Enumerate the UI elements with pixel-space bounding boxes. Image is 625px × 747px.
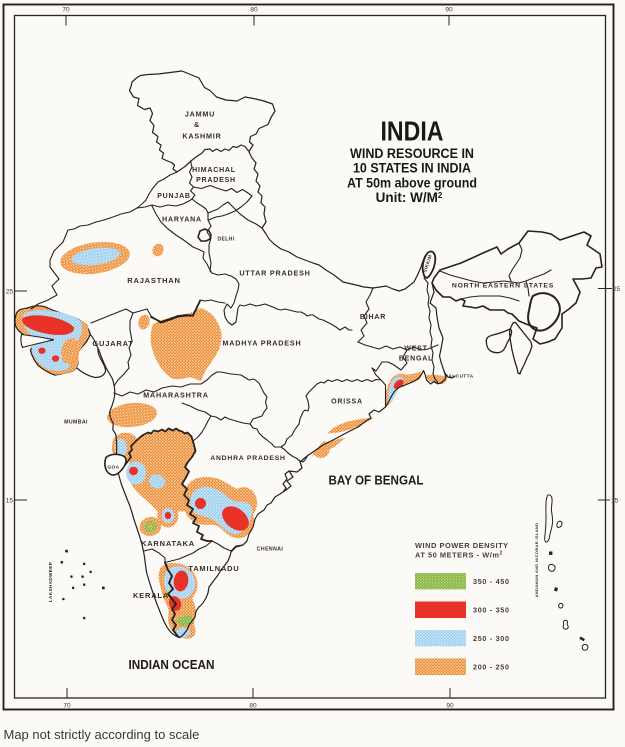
svg-text:Map not strictly according to: Map not strictly according to scale bbox=[4, 727, 200, 742]
svg-text:350 - 450: 350 - 450 bbox=[473, 577, 510, 586]
svg-text:MAHARASHTRA: MAHARASHTRA bbox=[143, 391, 209, 400]
svg-text:70: 70 bbox=[62, 7, 70, 14]
svg-text:70: 70 bbox=[63, 703, 71, 710]
svg-text:KERALA: KERALA bbox=[133, 591, 169, 600]
svg-text:MUMBAI: MUMBAI bbox=[64, 420, 88, 426]
svg-text:&: & bbox=[194, 120, 200, 129]
svg-text:25: 25 bbox=[6, 289, 14, 296]
svg-text:JAMMU: JAMMU bbox=[185, 110, 215, 119]
svg-text:90: 90 bbox=[445, 7, 453, 14]
svg-text:BAY OF BENGAL: BAY OF BENGAL bbox=[329, 473, 424, 488]
svg-text:WIND POWER DENSITY: WIND POWER DENSITY bbox=[415, 541, 509, 550]
svg-text:KARNATAKA: KARNATAKA bbox=[141, 539, 195, 548]
svg-text:AT 50 METERS - W/m2: AT 50 METERS - W/m2 bbox=[415, 551, 503, 560]
svg-text:HIMACHAL: HIMACHAL bbox=[192, 167, 236, 174]
svg-text:PUNJAB: PUNJAB bbox=[157, 193, 191, 200]
svg-text:LAKSHADWEEP: LAKSHADWEEP bbox=[48, 562, 53, 602]
svg-text:15: 15 bbox=[611, 498, 619, 505]
svg-text:KASHMIR: KASHMIR bbox=[182, 132, 221, 141]
svg-text:25: 25 bbox=[613, 286, 621, 293]
svg-text:PRADESH: PRADESH bbox=[196, 177, 236, 184]
svg-text:INDIAN OCEAN: INDIAN OCEAN bbox=[129, 657, 215, 672]
svg-text:ANDAMAN AND NICOBAR ISLAND: ANDAMAN AND NICOBAR ISLAND bbox=[534, 523, 539, 598]
svg-text:HARYANA: HARYANA bbox=[162, 217, 202, 224]
svg-text:CALCUTTA: CALCUTTA bbox=[445, 374, 474, 380]
svg-text:MADHYA PRADESH: MADHYA PRADESH bbox=[223, 339, 302, 348]
svg-text:80: 80 bbox=[250, 7, 258, 14]
svg-text:ORISSA: ORISSA bbox=[331, 399, 363, 406]
svg-text:WIND RESOURCE IN: WIND RESOURCE IN bbox=[350, 146, 474, 161]
svg-text:Unit: W/M2: Unit: W/M2 bbox=[376, 190, 443, 205]
svg-text:300 - 350: 300 - 350 bbox=[473, 606, 510, 615]
svg-text:80: 80 bbox=[249, 703, 257, 710]
svg-text:DELHI: DELHI bbox=[218, 237, 235, 243]
svg-text:CHENNAI: CHENNAI bbox=[257, 547, 284, 553]
svg-text:250 - 300: 250 - 300 bbox=[473, 634, 510, 643]
svg-text:GUJARAT: GUJARAT bbox=[92, 339, 133, 348]
svg-text:BIHAR: BIHAR bbox=[360, 314, 386, 321]
svg-text:RAJASTHAN: RAJASTHAN bbox=[127, 276, 180, 285]
svg-text:INDIA: INDIA bbox=[381, 116, 444, 147]
svg-text:15: 15 bbox=[6, 498, 14, 505]
svg-text:SIKKIM: SIKKIM bbox=[422, 254, 432, 273]
svg-text:NORTH EASTERN STATES: NORTH EASTERN STATES bbox=[452, 283, 554, 290]
svg-text:90: 90 bbox=[446, 703, 454, 710]
svg-text:TAMILNADU: TAMILNADU bbox=[188, 564, 239, 573]
svg-text:200 - 250: 200 - 250 bbox=[473, 663, 510, 672]
svg-text:GOA: GOA bbox=[107, 465, 119, 471]
svg-text:BENGAL: BENGAL bbox=[399, 356, 433, 363]
svg-text:ANDHRA PRADESH: ANDHRA PRADESH bbox=[210, 455, 286, 462]
svg-text:10 STATES IN INDIA: 10 STATES IN INDIA bbox=[353, 161, 471, 176]
svg-text:WEST: WEST bbox=[404, 346, 427, 353]
svg-text:UTTAR PRADESH: UTTAR PRADESH bbox=[239, 269, 310, 278]
svg-text:AT 50m above ground: AT 50m above ground bbox=[347, 176, 477, 191]
